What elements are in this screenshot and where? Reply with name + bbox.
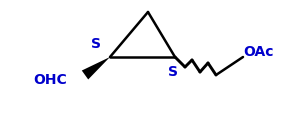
Text: OHC: OHC <box>33 73 67 87</box>
Text: S: S <box>168 65 178 79</box>
Polygon shape <box>82 57 110 79</box>
Text: OAc: OAc <box>243 45 273 59</box>
Text: S: S <box>91 37 101 51</box>
